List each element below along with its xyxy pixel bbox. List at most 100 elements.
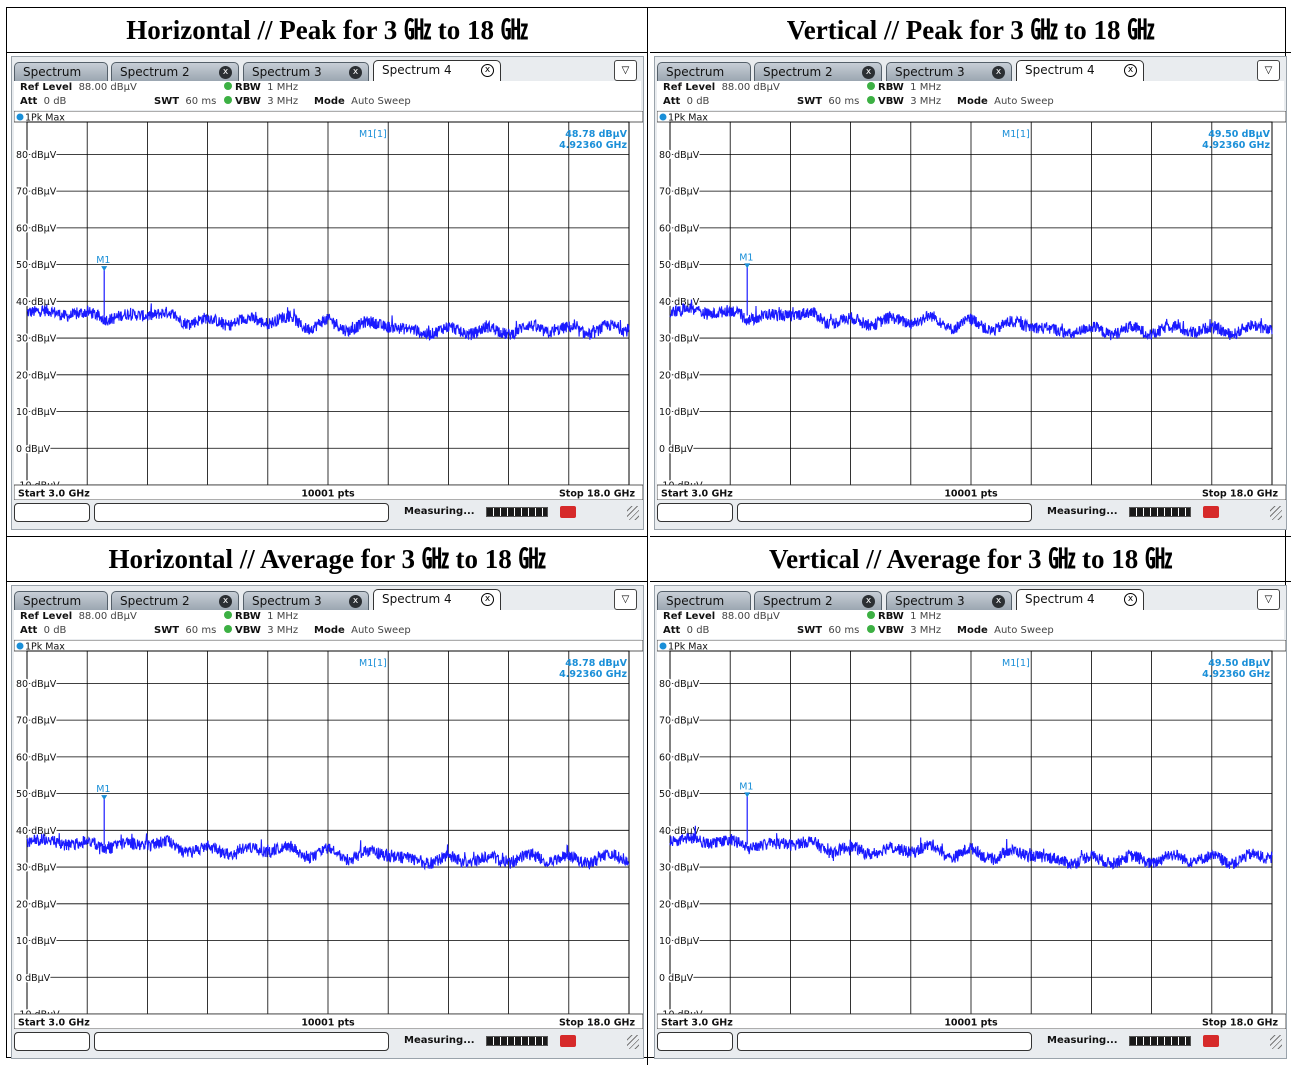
measuring-status: Measuring... xyxy=(404,1035,475,1046)
sweep-points-label: 10001 pts xyxy=(944,489,998,500)
tab-spectrum-4[interactable]: Spectrum 4 x xyxy=(373,60,501,81)
menu-dropdown-icon[interactable]: ▽ xyxy=(1257,589,1280,610)
sweep-mode: Mode Auto Sweep xyxy=(957,625,1054,636)
menu-dropdown-icon[interactable]: ▽ xyxy=(614,60,637,81)
marker-readout-label: M1[1] xyxy=(359,658,387,669)
attenuation: Att 0 dB xyxy=(20,96,66,107)
marker-frequency: 4.92360 GHz xyxy=(559,669,627,680)
close-icon[interactable]: x xyxy=(219,66,232,79)
sweep-time: SWT 60 ms xyxy=(797,96,859,107)
y-tick-label: 70 dBμV xyxy=(16,187,57,198)
close-icon[interactable]: x xyxy=(219,595,232,608)
menu-dropdown-icon[interactable]: ▽ xyxy=(1257,60,1280,81)
tab-spectrum-2[interactable]: Spectrum 2 x xyxy=(754,591,882,610)
tab-spectrum-1[interactable]: Spectrum xyxy=(14,591,108,610)
close-icon[interactable]: x xyxy=(862,66,875,79)
marker-triangle-icon[interactable] xyxy=(101,266,108,272)
status-bar: Measuring... xyxy=(14,500,641,526)
tab-spectrum-2[interactable]: Spectrum 2 x xyxy=(754,62,882,81)
param-label: Mode xyxy=(314,625,345,636)
resize-grip-icon[interactable] xyxy=(1270,1035,1282,1049)
tab-spectrum-1[interactable]: Spectrum xyxy=(657,62,751,81)
tab-spectrum-3[interactable]: Spectrum 3 x xyxy=(243,591,369,610)
param-label: Att xyxy=(20,96,38,107)
tab-spectrum-3[interactable]: Spectrum 3 x xyxy=(886,62,1012,81)
param-label: SWT xyxy=(154,625,180,636)
y-tick-label: 60 dBμV xyxy=(16,752,57,763)
tab-spectrum-2[interactable]: Spectrum 2 x xyxy=(111,62,239,81)
vbw: VBW 3 MHz xyxy=(867,625,941,636)
plot-background xyxy=(657,640,1286,1029)
status-message-field xyxy=(94,1032,389,1051)
close-icon[interactable]: x xyxy=(1124,64,1137,77)
tab-spectrum-2[interactable]: Spectrum 2 x xyxy=(111,591,239,610)
close-icon[interactable]: x xyxy=(1124,593,1137,606)
param-value: 3 MHz xyxy=(910,625,942,636)
tab-spectrum-4[interactable]: Spectrum 4 x xyxy=(373,589,501,610)
marker-triangle-icon[interactable] xyxy=(744,263,751,269)
param-label: VBW xyxy=(878,625,904,636)
marker-level: 48.78 dBμV xyxy=(565,658,627,669)
tab-spectrum-3[interactable]: Spectrum 3 x xyxy=(243,62,369,81)
progress-indicator xyxy=(486,1036,548,1046)
marker-triangle-icon[interactable] xyxy=(744,792,751,798)
tab-spectrum-4[interactable]: Spectrum 4 x xyxy=(1016,589,1144,610)
y-tick-label: 60 dBμV xyxy=(16,223,57,234)
close-icon[interactable]: x xyxy=(862,595,875,608)
axis-footer xyxy=(657,1013,1286,1029)
tab-spectrum-1[interactable]: Spectrum xyxy=(657,591,751,610)
param-value: 0 dB xyxy=(686,625,710,636)
close-icon[interactable]: x xyxy=(992,66,1005,79)
y-tick-label: 0 dBμV xyxy=(659,444,694,455)
param-value: 3 MHz xyxy=(267,96,299,107)
sweep-points-label: 10001 pts xyxy=(944,1018,998,1029)
sweep-points-label: 10001 pts xyxy=(301,489,355,500)
param-label: SWT xyxy=(797,625,823,636)
trace-info-band xyxy=(657,640,1286,652)
measuring-status: Measuring... xyxy=(1047,506,1118,517)
coupling-indicator-icon xyxy=(867,611,875,619)
close-icon[interactable]: x xyxy=(481,64,494,77)
status-bar: Measuring... xyxy=(14,1029,641,1055)
param-value: 1 MHz xyxy=(910,611,942,622)
coupling-indicator-icon xyxy=(224,82,232,90)
trace-label: 1Pk Max xyxy=(25,113,65,124)
param-value: 0 dB xyxy=(686,96,710,107)
resize-grip-icon[interactable] xyxy=(1270,506,1282,520)
marker-triangle-icon[interactable] xyxy=(101,795,108,801)
close-icon[interactable]: x xyxy=(349,595,362,608)
marker-readout-label: M1[1] xyxy=(359,129,387,140)
setting-bar: Ref Level 88.00 dBμV Att 0 dB SWT 60 ms RBW… xyxy=(14,81,641,110)
results-table: Horizontal // Peak for 3 ㎓ to 18 ㎓ Spectr… xyxy=(6,7,1291,1065)
close-icon[interactable]: x xyxy=(992,595,1005,608)
param-label: Mode xyxy=(957,625,988,636)
tab-spectrum-3[interactable]: Spectrum 3 x xyxy=(886,591,1012,610)
param-label: SWT xyxy=(797,96,823,107)
vbw: VBW 3 MHz xyxy=(867,96,941,107)
y-tick-label: 70 dBμV xyxy=(659,187,700,198)
sweep-mode: Mode Auto Sweep xyxy=(314,625,411,636)
param-label: RBW xyxy=(235,611,261,622)
param-value: 3 MHz xyxy=(267,625,299,636)
param-value: 88.00 dBμV xyxy=(78,82,137,93)
tab-spectrum-4[interactable]: Spectrum 4 x xyxy=(1016,60,1144,81)
progress-indicator xyxy=(1129,1036,1191,1046)
y-tick-label: 10 dBμV xyxy=(16,407,57,418)
y-tick-label: 30 dBμV xyxy=(16,334,57,345)
sweep-points-label: 10001 pts xyxy=(301,1018,355,1029)
panel: Vertical // Average for 3 ㎓ to 18 ㎓ Spect… xyxy=(650,537,1291,1065)
menu-dropdown-icon[interactable]: ▽ xyxy=(614,589,637,610)
close-icon[interactable]: x xyxy=(349,66,362,79)
coupling-indicator-icon xyxy=(867,625,875,633)
y-tick-label: 20 dBμV xyxy=(16,899,57,910)
resize-grip-icon[interactable] xyxy=(627,506,639,520)
close-icon[interactable]: x xyxy=(481,593,494,606)
y-tick-label: 20 dBμV xyxy=(659,370,700,381)
resize-grip-icon[interactable] xyxy=(627,1035,639,1049)
progress-indicator xyxy=(486,507,548,517)
y-tick-label: 10 dBμV xyxy=(659,936,700,947)
tab-spectrum-1[interactable]: Spectrum xyxy=(14,62,108,81)
